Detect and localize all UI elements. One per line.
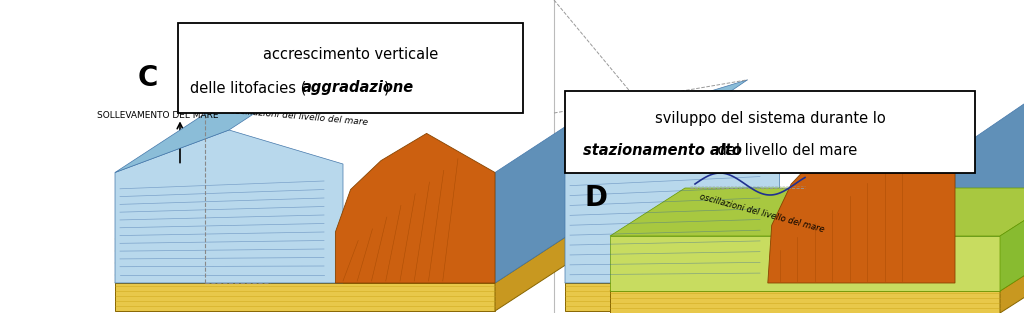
- Polygon shape: [768, 118, 955, 283]
- Polygon shape: [955, 225, 1024, 311]
- Text: oscillazioni del livello del mare: oscillazioni del livello del mare: [230, 106, 369, 127]
- Polygon shape: [495, 110, 590, 283]
- Text: ): ): [384, 80, 389, 95]
- Polygon shape: [1000, 188, 1024, 291]
- Text: accrescimento verticale: accrescimento verticale: [263, 47, 438, 62]
- Polygon shape: [955, 93, 1024, 283]
- Text: tempo: tempo: [735, 154, 769, 164]
- Polygon shape: [1000, 243, 1024, 313]
- Polygon shape: [610, 243, 1024, 291]
- Polygon shape: [115, 130, 343, 283]
- Polygon shape: [336, 133, 495, 283]
- Text: aggradazione: aggradazione: [302, 80, 414, 95]
- Bar: [178, 23, 523, 113]
- Text: del livello del mare: del livello del mare: [713, 142, 857, 157]
- Text: stazionamento alto: stazionamento alto: [583, 142, 741, 157]
- Bar: [565, 91, 975, 173]
- Polygon shape: [565, 138, 779, 283]
- Text: C: C: [138, 64, 158, 92]
- Polygon shape: [115, 68, 324, 172]
- Polygon shape: [610, 291, 1000, 313]
- Text: oscillazioni del livello del mare: oscillazioni del livello del mare: [698, 192, 824, 234]
- Polygon shape: [610, 188, 1024, 236]
- Text: tempo: tempo: [246, 61, 280, 71]
- Text: delle litofacies (: delle litofacies (: [190, 80, 306, 95]
- Polygon shape: [565, 80, 748, 167]
- Text: sviluppo del sistema durante lo: sviluppo del sistema durante lo: [654, 111, 886, 126]
- Polygon shape: [565, 283, 955, 311]
- Polygon shape: [495, 221, 590, 311]
- Polygon shape: [610, 236, 1000, 291]
- Polygon shape: [115, 283, 495, 311]
- Polygon shape: [115, 221, 590, 283]
- Text: D: D: [585, 184, 607, 212]
- Text: SOLLEVAMENTO DEL MARE: SOLLEVAMENTO DEL MARE: [97, 111, 218, 121]
- Polygon shape: [565, 225, 1024, 283]
